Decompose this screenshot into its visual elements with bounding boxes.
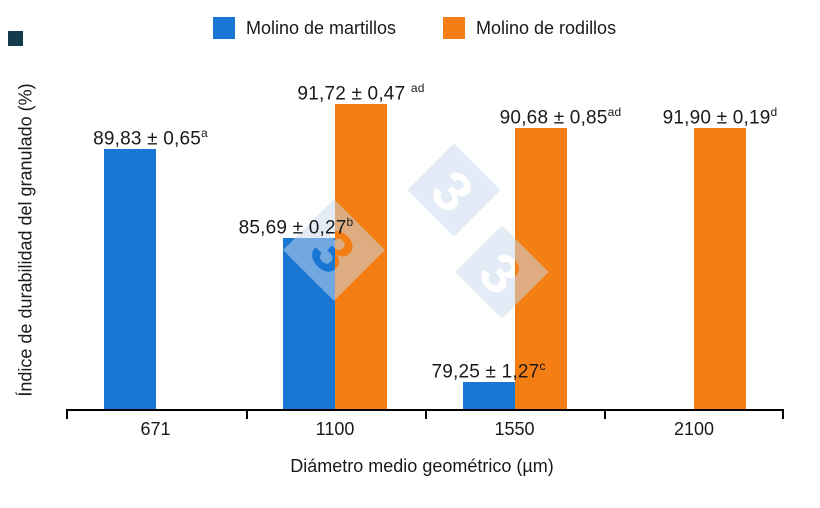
x-axis-tick [424, 409, 427, 419]
x-axis-tick [245, 409, 248, 419]
x-tick-label-1100: 1100 [315, 419, 355, 439]
value-label-martillos-1550: 79,25 ± 1,27c [431, 359, 546, 383]
x-tick-label-2100: 2100 [673, 419, 715, 439]
x-axis-tick [603, 409, 606, 419]
x-tick-label-671: 671 [140, 419, 171, 439]
x-axis-tick [782, 409, 784, 419]
value-label-rodillos-1550: 90,68 ± 0,85ad [499, 105, 622, 129]
value-label-rodillos-2100: 91,90 ± 0,19d [662, 105, 778, 129]
value-label-martillos-1100: 85,69 ± 0,27b [238, 215, 354, 239]
x-tick-label-1550: 1550 [494, 419, 535, 439]
value-label-rodillos-1100: 91,72 ± 0,47 ad [297, 81, 425, 105]
x-axis-tick [66, 409, 68, 419]
value-label-martillos-671: 89,83 ± 0,65a [93, 126, 208, 150]
